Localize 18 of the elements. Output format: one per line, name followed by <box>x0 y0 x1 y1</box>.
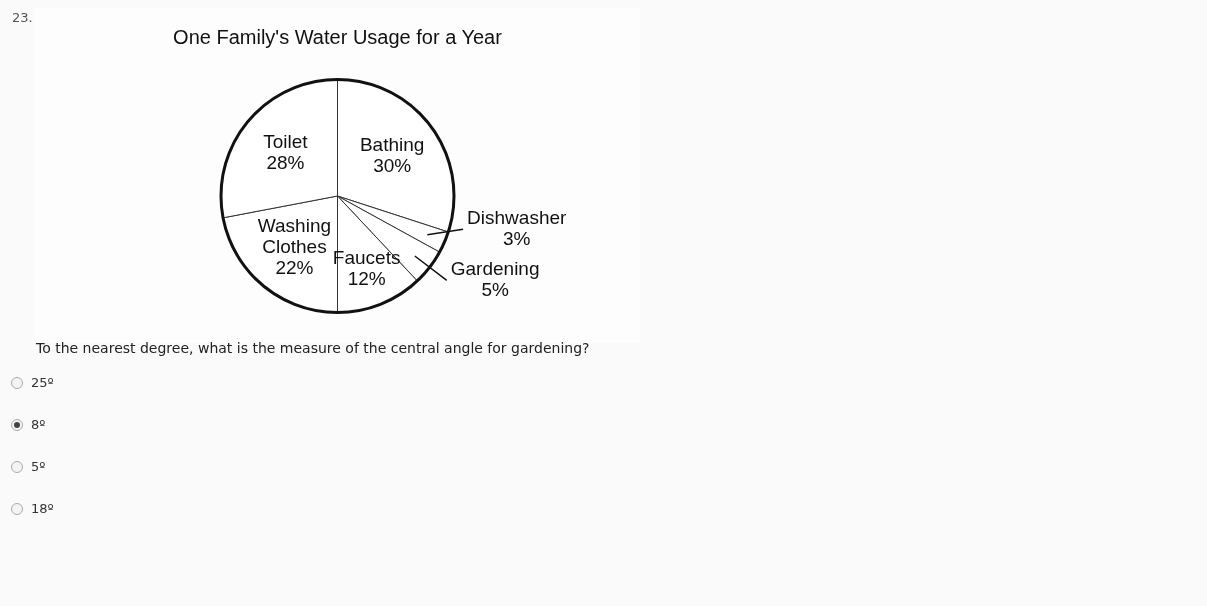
chart-title: One Family's Water Usage for a Year <box>172 26 503 49</box>
text: 8º <box>31 417 46 432</box>
slice-label: Gardening <box>450 258 540 280</box>
data-label: 30% <box>373 155 412 177</box>
slice-label: Dishwasher <box>467 207 568 228</box>
slice-label: Toilet <box>263 130 309 152</box>
text: 25º <box>31 375 54 390</box>
text: To the nearest degree, what is the measure of the central angle for gardening? <box>36 340 590 356</box>
text: 5º <box>31 459 46 474</box>
data-label: 12% <box>347 268 386 290</box>
text: 23. <box>12 10 33 25</box>
data-label: 5% <box>481 279 509 301</box>
data-label: 22% <box>275 257 314 279</box>
slice-label: Bathing <box>359 134 425 156</box>
text: 18º <box>31 501 54 516</box>
slice-label: Washing Clothes <box>257 215 332 258</box>
data-label: 28% <box>266 151 305 173</box>
data-label: 3% <box>503 228 531 249</box>
